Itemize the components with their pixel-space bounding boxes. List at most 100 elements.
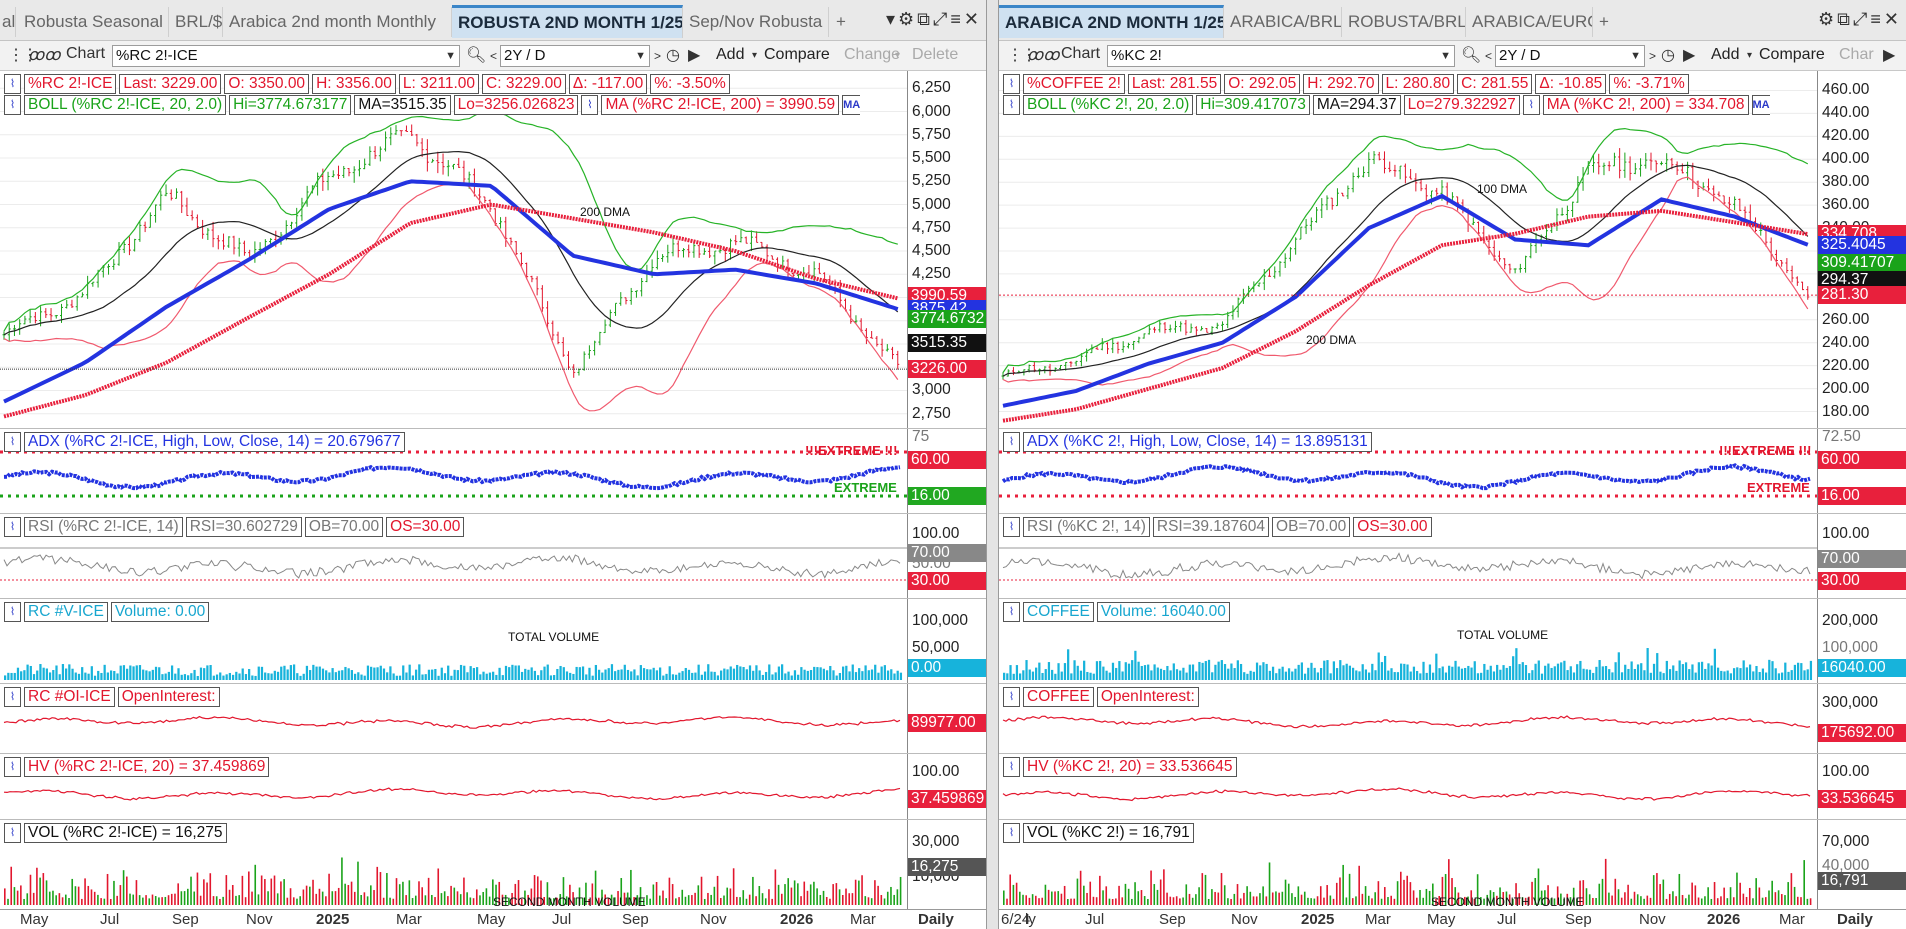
tab-arabica-euro[interactable]: ARABICA/EURO: [1466, 7, 1593, 37]
chart-type-icon[interactable]: ꝏꝏ: [1027, 47, 1060, 64]
play-icon[interactable]: ▶: [688, 47, 701, 64]
legend-adx[interactable]: ADX (%KC 2!, High, Low, Close, 14) = 13.…: [1023, 432, 1372, 452]
total-volume-pane[interactable]: ⌇ RC #V-ICE Volume: 0.00 TOTAL VOLUME 100,…: [0, 599, 986, 684]
next-period-icon[interactable]: >: [1649, 49, 1657, 63]
chart-series-icon[interactable]: ⌇: [1522, 95, 1540, 115]
rsi-axis[interactable]: 100.00 50.00 70.00 30.00: [907, 514, 986, 598]
oi-axis[interactable]: 89977.00: [907, 684, 986, 753]
legend-ma100[interactable]: MA: [1751, 95, 1770, 115]
chart-series-icon[interactable]: ⌇: [4, 823, 21, 843]
add-button[interactable]: Add: [716, 46, 745, 63]
legend-ma100[interactable]: MA: [842, 95, 861, 115]
legend-rsi[interactable]: RSI (%RC 2!-ICE, 14): [24, 517, 183, 537]
adx-axis[interactable]: 75 60.00 16.00: [907, 429, 986, 513]
adx-pane[interactable]: ⌇ ADX (%RC 2!-ICE, High, Low, Close, 14) …: [0, 429, 986, 514]
add-dropdown-icon[interactable]: ▾: [752, 50, 758, 61]
adx-axis[interactable]: 72.50 60.00 16.00: [1817, 429, 1906, 513]
legend-oi-symbol[interactable]: COFFEE: [1023, 687, 1094, 707]
period-select[interactable]: 2Y / D ▼: [1495, 45, 1645, 67]
chart-series-icon[interactable]: ⌇: [1003, 757, 1020, 777]
settings-icon[interactable]: ⚙: [897, 9, 918, 29]
chart-type-icon[interactable]: ꝏꝏ: [28, 47, 61, 64]
legend-volume-symbol[interactable]: RC #V-ICE: [24, 602, 108, 622]
chart-series-icon[interactable]: ⌇: [1003, 687, 1020, 707]
tab-arabica-2nd-month[interactable]: ARABICA 2ND MONTH 1/25: [999, 5, 1224, 38]
price-axis[interactable]: 6,250 6,000 5,750 5,500 5,250 5,000 4,750 4,500…: [907, 71, 986, 428]
legend-vol[interactable]: VOL (%RC 2!-ICE) = 16,275: [24, 823, 227, 843]
chart-series-icon[interactable]: ⌇: [1003, 602, 1020, 622]
prev-period-icon[interactable]: <: [490, 49, 498, 63]
chart-series-icon[interactable]: ⌇: [1003, 823, 1020, 843]
tab-list-icon[interactable]: ▾: [885, 9, 898, 29]
chart-series-icon[interactable]: ⌇: [4, 757, 21, 777]
search-icon[interactable]: 🔍︎: [466, 47, 487, 64]
chart-series-icon[interactable]: ⌇: [1003, 95, 1020, 115]
compare-button[interactable]: Compare: [1759, 46, 1825, 63]
legend-volume-symbol[interactable]: COFFEE: [1023, 602, 1094, 622]
tab-sep-nov-robusta[interactable]: Sep/Nov Robusta: [683, 7, 829, 37]
chevron-down-icon[interactable]: ▼: [1440, 50, 1451, 62]
hv-axis[interactable]: 100.00 37.459869: [907, 754, 986, 819]
menu-icon[interactable]: ≡: [950, 9, 964, 29]
legend-symbol[interactable]: %COFFEE 2!: [1023, 74, 1125, 94]
volume-axis[interactable]: 100,000 50,000 0.00: [907, 599, 986, 683]
legend-boll[interactable]: BOLL (%RC 2!-ICE, 20, 2.0): [24, 95, 227, 115]
legend-vol[interactable]: VOL (%KC 2!) = 16,791: [1023, 823, 1194, 843]
tab-arabica-brl[interactable]: ARABICA/BRL: [1224, 7, 1342, 37]
close-icon[interactable]: ✕: [1883, 9, 1902, 29]
maximize-icon[interactable]: ⤢: [1852, 9, 1871, 29]
compare-button[interactable]: Compare: [764, 46, 830, 63]
legend-symbol[interactable]: %RC 2!-ICE: [24, 74, 117, 94]
add-dropdown-icon[interactable]: ▾: [1747, 50, 1753, 61]
chart-series-icon[interactable]: ⌇: [4, 432, 21, 452]
scroll-right-icon[interactable]: ▶: [1883, 47, 1896, 64]
close-icon[interactable]: ✕: [963, 9, 982, 29]
menu-icon[interactable]: ≡: [1870, 9, 1884, 29]
tab-robusta-brl[interactable]: ROBUSTA/BRL: [1342, 7, 1466, 37]
legend-hv[interactable]: HV (%RC 2!-ICE, 20) = 37.459869: [24, 757, 270, 777]
legend-hv[interactable]: HV (%KC 2!, 20) = 33.536645: [1023, 757, 1237, 777]
tab-partial[interactable]: al: [0, 7, 16, 37]
symbol-input[interactable]: %RC 2!-ICE ▼: [112, 45, 460, 67]
legend-rsi[interactable]: RSI (%KC 2!, 14): [1023, 517, 1150, 537]
maximize-icon[interactable]: ⤢: [932, 9, 951, 29]
clock-icon[interactable]: ◷: [666, 47, 680, 64]
search-icon[interactable]: 🔍︎: [1461, 47, 1482, 64]
period-select[interactable]: 2Y / D ▼: [500, 45, 650, 67]
vol-axis[interactable]: 70,000 40,000 16,791: [1817, 820, 1906, 909]
chart-series-icon[interactable]: ⌇: [4, 602, 21, 622]
play-icon[interactable]: ▶: [1683, 47, 1696, 64]
second-month-volume-pane[interactable]: ⌇ VOL (%RC 2!-ICE) = 16,275 SECOND MONTH …: [0, 820, 986, 909]
chart-series-icon[interactable]: ⌇: [4, 687, 21, 707]
adx-pane[interactable]: ⌇ ADX (%KC 2!, High, Low, Close, 14) = 13…: [999, 429, 1906, 514]
tab-arabica-monthly[interactable]: Arabica 2nd month Monthly: [223, 7, 452, 37]
chart-series-icon[interactable]: ⌇: [1003, 517, 1020, 537]
legend-ma200[interactable]: MA (%KC 2!, 200) = 334.708: [1542, 95, 1749, 115]
legend-boll[interactable]: BOLL (%KC 2!, 20, 2.0): [1023, 95, 1194, 115]
chart-series-icon[interactable]: ⌇: [1003, 74, 1020, 94]
popout-icon[interactable]: ⧉: [917, 9, 933, 29]
open-interest-pane[interactable]: ⌇ RC #OI-ICE OpenInterest: 89977.00: [0, 684, 986, 754]
drag-handle-icon[interactable]: ⋮⋮: [1007, 47, 1037, 64]
chevron-down-icon[interactable]: ▼: [1630, 50, 1641, 62]
price-pane[interactable]: ⌇ %RC 2!-ICE Last: 3229.00 O: 3350.00 H: 335…: [0, 71, 986, 429]
chevron-down-icon[interactable]: ▼: [445, 50, 456, 62]
hv-pane[interactable]: ⌇ HV (%KC 2!, 20) = 33.536645 100.00 33.5…: [999, 754, 1906, 820]
chart-series-icon[interactable]: ⌇: [4, 95, 21, 115]
vol-axis[interactable]: 30,000 10,000 16,275: [907, 820, 986, 909]
add-tab-button[interactable]: +: [836, 12, 846, 31]
popout-icon[interactable]: ⧉: [1837, 9, 1853, 29]
settings-icon[interactable]: ⚙: [1817, 9, 1838, 29]
hv-pane[interactable]: ⌇ HV (%RC 2!-ICE, 20) = 37.459869 100.00 …: [0, 754, 986, 820]
total-volume-pane[interactable]: ⌇ COFFEE Volume: 16040.00 TOTAL VOLUME 200…: [999, 599, 1906, 684]
tab-robusta-2nd-month[interactable]: ROBUSTA 2ND MONTH 1/25: [452, 5, 683, 38]
time-axis[interactable]: May Jul Sep Nov 2025 Mar May Jul Sep Nov 2026 Mar Da…: [0, 909, 986, 929]
time-axis[interactable]: 6/24 ly Jul Sep Nov 2025 Mar May Jul Sep Nov 2026 Ma…: [999, 909, 1906, 929]
legend-oi-symbol[interactable]: RC #OI-ICE: [24, 687, 115, 707]
clock-icon[interactable]: ◷: [1661, 47, 1675, 64]
open-interest-pane[interactable]: ⌇ COFFEE OpenInterest: 300,000 175692.00: [999, 684, 1906, 754]
next-period-icon[interactable]: >: [654, 49, 662, 63]
chart-series-icon[interactable]: ⌇: [4, 517, 21, 537]
chart-series-icon[interactable]: ⌇: [4, 74, 21, 94]
prev-period-icon[interactable]: <: [1485, 49, 1493, 63]
